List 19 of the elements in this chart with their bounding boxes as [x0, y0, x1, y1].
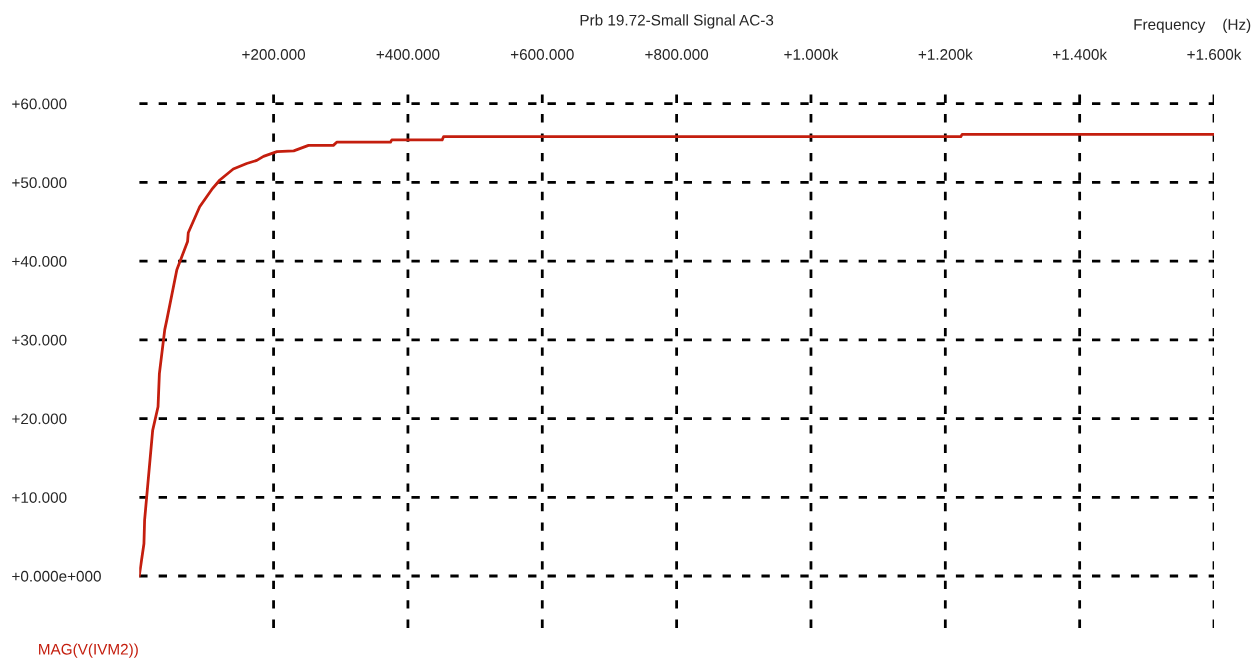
chart-title: Prb 19.72-Small Signal AC-3 [580, 14, 774, 29]
y-tick-label: +20.000 [12, 413, 67, 425]
text: MAG(V(IVM2)) [39, 643, 138, 658]
x-tick-label: +1.400k [1053, 48, 1108, 60]
x-tick-label: +200.000 [242, 49, 306, 60]
x-tick-label: +400.000 [376, 49, 440, 60]
y-tick-label: +10.000 [12, 492, 67, 503]
x-tick-label: +1.200k [918, 48, 973, 60]
x-tick-label: +1.000k [784, 48, 839, 60]
y-tick-label: +30.000 [12, 334, 67, 346]
line-series [139, 132, 1215, 578]
x-axis-title: Frequency (Hz) [1134, 18, 1251, 33]
x-tick-label: +600.000 [510, 49, 574, 60]
x-tick-label: +1.600k [1187, 48, 1242, 60]
y-tick-label: +0.000e+000 [12, 570, 101, 582]
y-tick-label: +50.000 [12, 177, 67, 189]
y-tick-label: +40.000 [12, 255, 67, 267]
y-tick-label: +60.000 [12, 98, 67, 110]
x-tick-label: +800.000 [645, 49, 709, 60]
